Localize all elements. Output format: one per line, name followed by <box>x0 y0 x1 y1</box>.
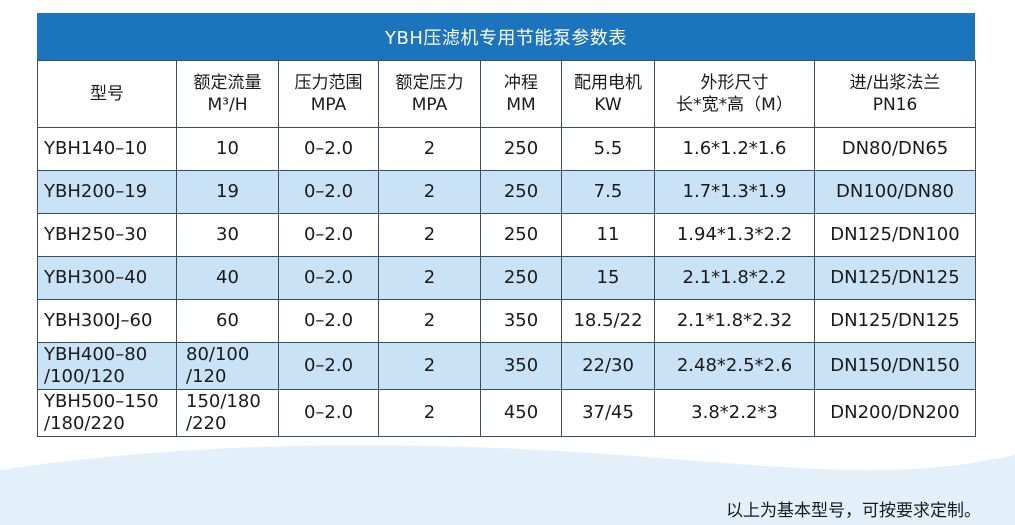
header-unit: KW <box>594 95 622 115</box>
header-label: 压力范围 <box>294 73 363 93</box>
cell-motor: 7.5 <box>561 170 655 214</box>
table-row: YBH140–10 10 0–2.0 2 250 5.5 1.6*1.2*1.6 DN80/D… <box>37 127 976 171</box>
cell-model: YBH500–150/180/220 <box>37 389 177 437</box>
cell-motor: 5.5 <box>561 127 655 171</box>
header-unit: MPA <box>411 95 448 115</box>
header-motor: 配用电机 KW <box>561 60 655 128</box>
header-label: 进/出浆法兰 <box>849 73 941 93</box>
header-unit: 长*宽*高（M） <box>676 95 793 115</box>
cell-rated-pressure: 2 <box>378 170 481 214</box>
footnote: 以上为基本型号，可按要求定制。 <box>726 501 981 521</box>
header-label: 额定压力 <box>395 73 464 93</box>
cell-flange: DN200/DN200 <box>814 389 976 437</box>
cell-model: YBH250–30 <box>37 213 177 257</box>
header-label: 配用电机 <box>574 73 642 93</box>
header-flange: 进/出浆法兰 PN16 <box>814 60 976 128</box>
cell-pressure-range: 0–2.0 <box>278 213 379 257</box>
header-rated-flow: 额定流量 M³/H <box>176 60 279 128</box>
table-row: YBH250–30 30 0–2.0 2 250 11 1.94*1.3*2.2 DN125/… <box>37 213 976 257</box>
spec-table-container: YBH压滤机专用节能泵参数表 型号 额定流量 M³/H 压力范围 MPA 额定压力 MPA 冲… <box>37 13 976 437</box>
table-row: YBH500–150/180/220 150/180/220 0–2.0 2 450 37… <box>37 389 976 437</box>
header-label: 外形尺寸 <box>700 73 769 93</box>
cell-stroke: 350 <box>480 342 562 390</box>
cell-dimensions: 2.1*1.8*2.32 <box>654 299 815 343</box>
cell-model: YBH400–80/100/120 <box>37 342 177 390</box>
cell-pressure-range: 0–2.0 <box>278 170 379 214</box>
header-unit: M³/H <box>207 95 248 115</box>
header-stroke: 冲程 MM <box>480 60 562 128</box>
cell-rated-pressure: 2 <box>378 213 481 257</box>
cell-rated-pressure: 2 <box>378 389 481 437</box>
cell-pressure-range: 0–2.0 <box>278 256 379 300</box>
table-title: YBH压滤机专用节能泵参数表 <box>37 13 975 60</box>
cell-rated-flow: 10 <box>176 127 279 171</box>
spec-table: 型号 额定流量 M³/H 压力范围 MPA 额定压力 MPA 冲程 MM 配用电机 KW 外形尺寸 长*… <box>37 60 976 437</box>
cell-dimensions: 1.94*1.3*2.2 <box>654 213 815 257</box>
table-row: YBH300–40 40 0–2.0 2 250 15 2.1*1.8*2.2 DN125/D… <box>37 256 976 300</box>
cell-flange: DN150/DN150 <box>814 342 976 390</box>
table-body: YBH140–10 10 0–2.0 2 250 5.5 1.6*1.2*1.6 DN80/D… <box>37 127 976 437</box>
header-rated-pressure: 额定压力 MPA <box>378 60 481 128</box>
cell-dimensions: 1.6*1.2*1.6 <box>654 127 815 171</box>
cell-motor: 11 <box>561 213 655 257</box>
cell-pressure-range: 0–2.0 <box>278 127 379 171</box>
cell-rated-flow: 19 <box>176 170 279 214</box>
header-label: 型号 <box>90 84 124 104</box>
cell-motor: 15 <box>561 256 655 300</box>
cell-motor: 18.5/22 <box>561 299 655 343</box>
cell-model: YBH300J–60 <box>37 299 177 343</box>
cell-pressure-range: 0–2.0 <box>278 342 379 390</box>
table-row: YBH200–19 19 0–2.0 2 250 7.5 1.7*1.3*1.9 DN100/… <box>37 170 976 214</box>
table-row: YBH300J–60 60 0–2.0 2 350 18.5/22 2.1*1.8*2.32… <box>37 299 976 343</box>
header-model: 型号 <box>37 60 177 128</box>
header-dimensions: 外形尺寸 长*宽*高（M） <box>654 60 815 128</box>
header-pressure-range: 压力范围 MPA <box>278 60 379 128</box>
cell-flange: DN125/DN100 <box>814 213 976 257</box>
cell-rated-flow: 60 <box>176 299 279 343</box>
cell-model: YBH200–19 <box>37 170 177 214</box>
cell-flange: DN125/DN125 <box>814 299 976 343</box>
cell-flange: DN80/DN65 <box>814 127 976 171</box>
cell-rated-flow: 40 <box>176 256 279 300</box>
cell-model: YBH140–10 <box>37 127 177 171</box>
table-header-row: 型号 额定流量 M³/H 压力范围 MPA 额定压力 MPA 冲程 MM 配用电机 KW 外形尺寸 长*… <box>37 60 976 128</box>
cell-pressure-range: 0–2.0 <box>278 299 379 343</box>
cell-stroke: 250 <box>480 213 562 257</box>
cell-flange: DN125/DN125 <box>814 256 976 300</box>
header-unit: MPA <box>310 95 347 115</box>
cell-dimensions: 3.8*2.2*3 <box>654 389 815 437</box>
cell-dimensions: 1.7*1.3*1.9 <box>654 170 815 214</box>
header-label: 额定流量 <box>193 73 262 93</box>
cell-flange: DN100/DN80 <box>814 170 976 214</box>
cell-rated-pressure: 2 <box>378 256 481 300</box>
cell-stroke: 250 <box>480 256 562 300</box>
cell-pressure-range: 0–2.0 <box>278 389 379 437</box>
cell-motor: 37/45 <box>561 389 655 437</box>
cell-stroke: 350 <box>480 299 562 343</box>
header-label: 冲程 <box>504 73 538 93</box>
cell-stroke: 250 <box>480 127 562 171</box>
cell-rated-pressure: 2 <box>378 127 481 171</box>
cell-model: YBH300–40 <box>37 256 177 300</box>
table-row: YBH400–80/100/120 80/100/120 0–2.0 2 350 22/3… <box>37 342 976 390</box>
header-unit: PN16 <box>872 95 918 115</box>
cell-dimensions: 2.1*1.8*2.2 <box>654 256 815 300</box>
cell-stroke: 450 <box>480 389 562 437</box>
cell-rated-pressure: 2 <box>378 299 481 343</box>
cell-rated-pressure: 2 <box>378 342 481 390</box>
cell-motor: 22/30 <box>561 342 655 390</box>
cell-stroke: 250 <box>480 170 562 214</box>
cell-dimensions: 2.48*2.5*2.6 <box>654 342 815 390</box>
cell-rated-flow: 80/100/120 <box>176 342 279 390</box>
cell-rated-flow: 150/180/220 <box>176 389 279 437</box>
header-unit: MM <box>506 95 536 115</box>
cell-rated-flow: 30 <box>176 213 279 257</box>
